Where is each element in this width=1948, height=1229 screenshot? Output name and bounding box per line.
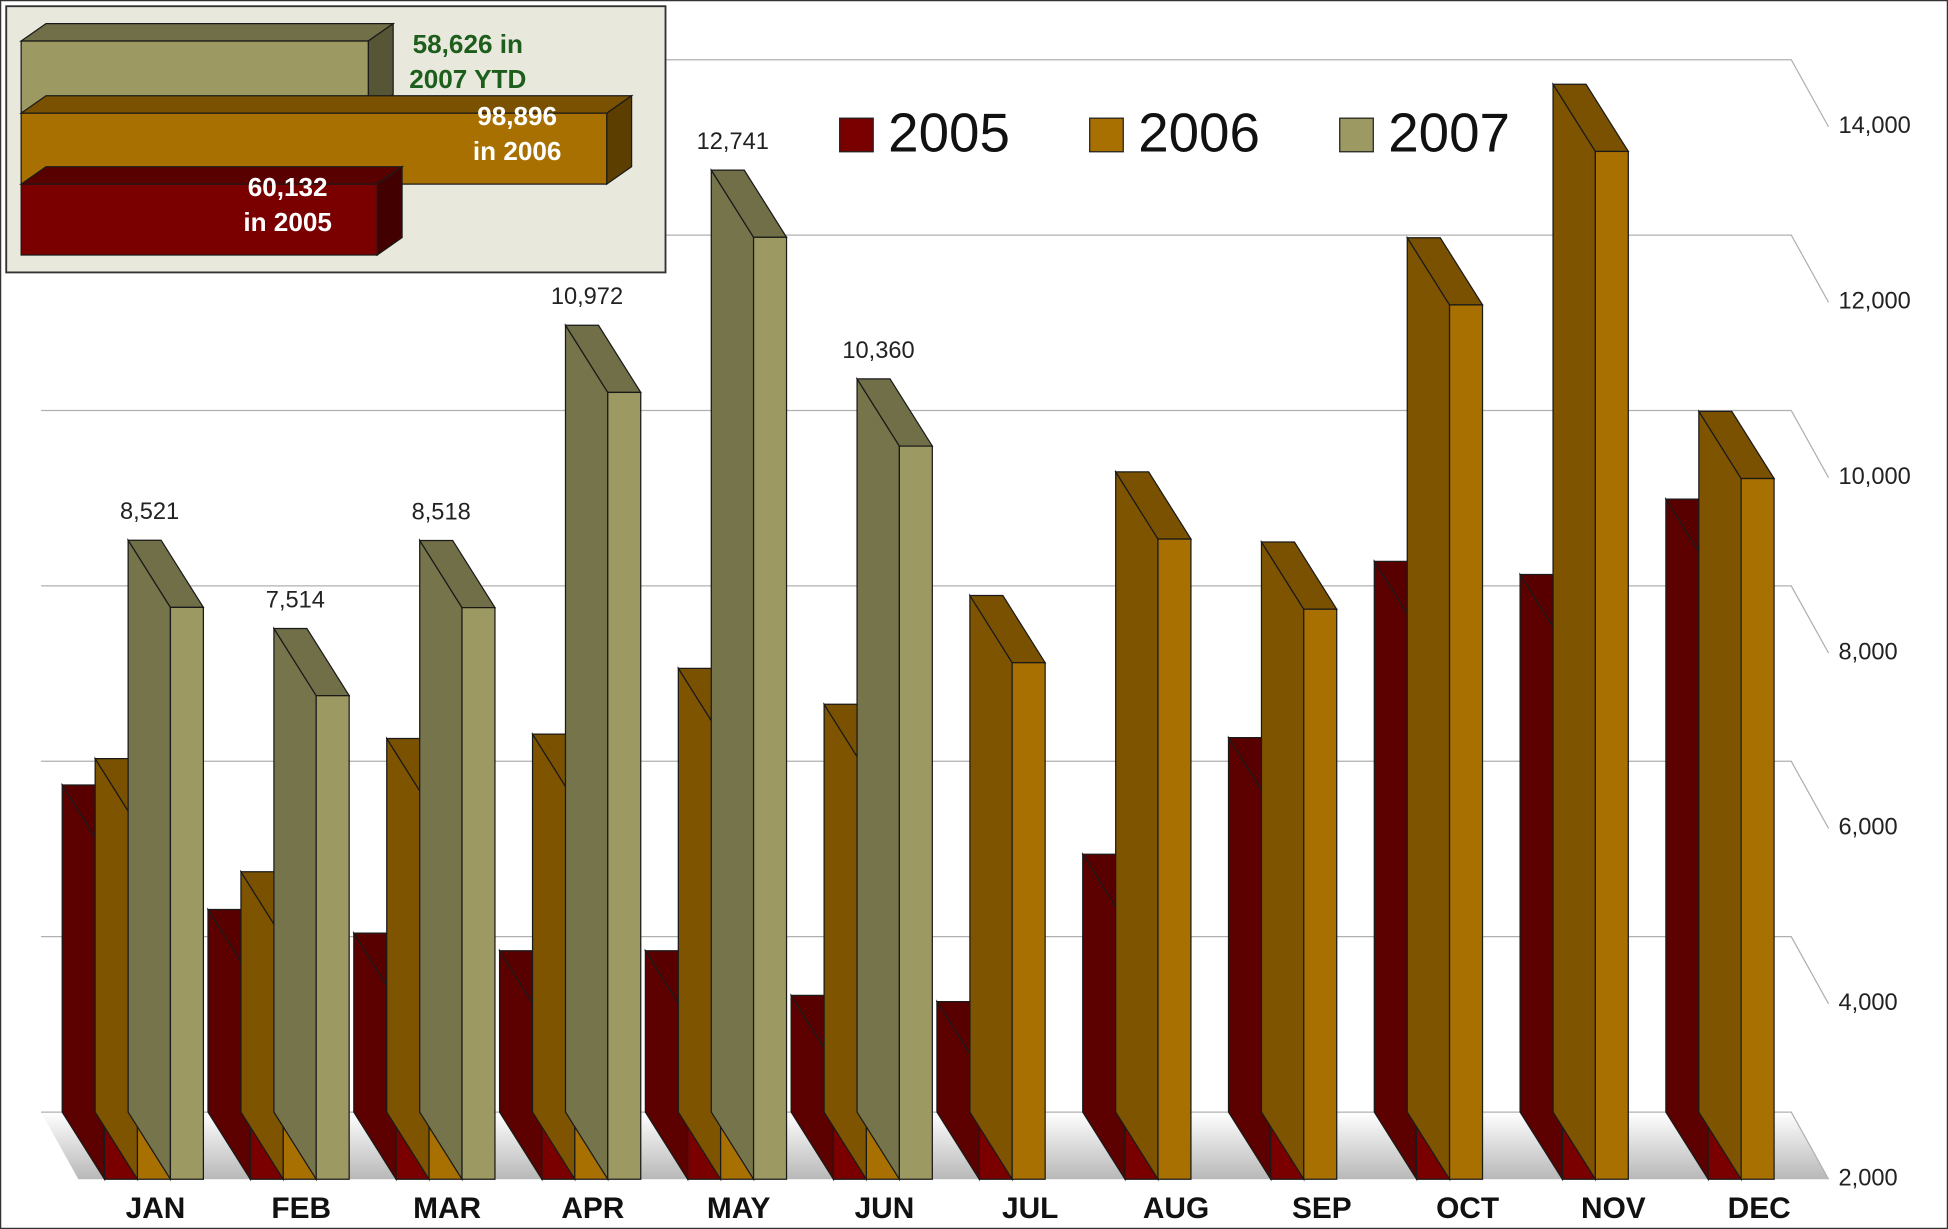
bar-side	[564, 323, 609, 1182]
bar-front	[1740, 477, 1775, 1180]
legend-swatch	[839, 117, 874, 153]
bar	[272, 626, 351, 1182]
data-label: 10,360	[842, 338, 914, 364]
summary-bar-top	[19, 166, 405, 185]
legend: 2005 2006 2007	[839, 101, 1510, 163]
summary-label: 98,896	[477, 101, 557, 131]
bar	[1697, 409, 1776, 1182]
data-label: 7,514	[266, 587, 325, 613]
bar	[710, 167, 788, 1182]
bar-side	[710, 167, 755, 1182]
bar-front	[169, 606, 205, 1180]
x-tick-label: MAY	[707, 1192, 771, 1225]
bar-front	[315, 695, 350, 1180]
summary-label: in 2005	[243, 207, 332, 237]
data-label: 8,518	[412, 499, 471, 525]
bar-front	[1303, 608, 1338, 1180]
bar-side	[969, 593, 1013, 1182]
bar	[1551, 82, 1630, 1182]
bar-front	[607, 391, 642, 1180]
bar	[1406, 235, 1484, 1182]
y-tick-label: 10,000	[1839, 464, 1911, 490]
bar	[968, 593, 1047, 1182]
summary-bar-front	[20, 183, 378, 256]
legend-swatch	[1339, 117, 1374, 153]
summary-label: 60,132	[248, 172, 328, 202]
y-tick-label: 14,000	[1839, 113, 1911, 139]
x-tick-label: MAR	[413, 1192, 481, 1225]
x-tick-label: JAN	[126, 1192, 186, 1225]
bar-side	[273, 626, 317, 1182]
x-tick-label: APR	[561, 1192, 624, 1225]
x-tick-label: JUN	[855, 1192, 915, 1225]
y-tick-label: 6,000	[1839, 815, 1898, 841]
x-tick-label: DEC	[1728, 1192, 1791, 1225]
y-tick-label: 8,000	[1839, 639, 1898, 665]
summary-box: 58,626 in 2007 YTD 98,896 in 2006 60,132 in 2…	[5, 5, 667, 274]
bar-side	[1698, 409, 1742, 1182]
legend-label: 2006	[1138, 101, 1260, 163]
bar-front	[898, 445, 933, 1180]
data-label: 12,741	[697, 129, 769, 155]
x-tick-label: FEB	[271, 1192, 331, 1225]
bar-front	[1448, 304, 1484, 1180]
data-label: 10,972	[551, 284, 623, 310]
bar-side	[1552, 82, 1596, 1182]
summary-label: in 2006	[473, 136, 562, 166]
legend-swatch	[1089, 117, 1124, 153]
bar-side	[419, 538, 463, 1182]
bar	[1114, 469, 1193, 1182]
x-tick-label: AUG	[1143, 1192, 1209, 1225]
bar	[418, 538, 497, 1182]
y-tick-label: 4,000	[1839, 990, 1898, 1016]
bar-side	[856, 376, 900, 1182]
bar-side	[127, 538, 172, 1182]
summary-label: 58,626 in	[413, 29, 523, 59]
x-tick-label: SEP	[1292, 1192, 1352, 1225]
bars: JAN 8,521 FEB 7,514 MAR 8,518 APR 10,972 MAY 12,7…	[61, 82, 1791, 1225]
summary-bar	[19, 165, 405, 257]
x-tick-label: NOV	[1581, 1192, 1646, 1225]
bar-side	[1115, 469, 1159, 1182]
legend-label: 2005	[888, 101, 1010, 163]
summary-bar-top	[19, 23, 396, 42]
y-tick-label: 12,000	[1839, 289, 1911, 315]
bar	[564, 323, 642, 1182]
bar-front	[752, 236, 788, 1180]
y-tick-label: 2,000	[1839, 1165, 1898, 1191]
bar	[1260, 539, 1338, 1182]
bar	[855, 376, 934, 1182]
bar-front	[1157, 538, 1192, 1180]
bar-side	[1260, 539, 1305, 1182]
summary-label: 2007 YTD	[409, 64, 526, 94]
bar-front	[1011, 662, 1046, 1180]
x-tick-label: OCT	[1436, 1192, 1499, 1225]
x-tick-label: JUL	[1002, 1192, 1058, 1225]
legend-label: 2007	[1388, 101, 1510, 163]
bar-side	[1406, 235, 1451, 1182]
data-label: 8,521	[120, 499, 179, 525]
bar-front	[461, 607, 496, 1180]
bar-front	[1594, 150, 1629, 1180]
bar	[127, 538, 205, 1182]
